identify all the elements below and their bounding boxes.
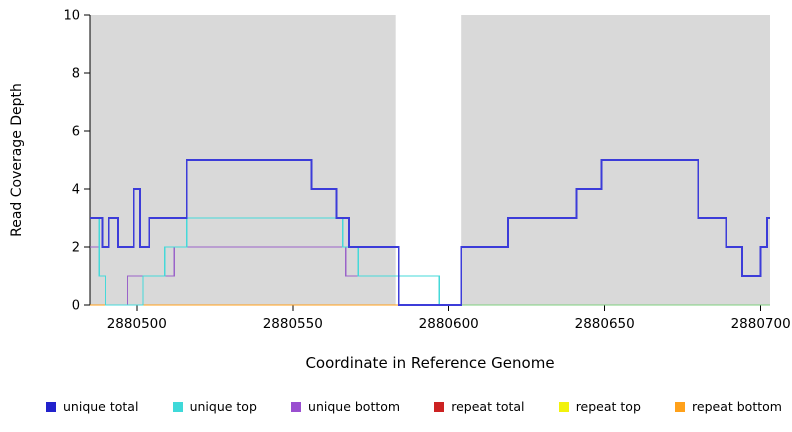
- x-tick-label: 2880700: [731, 316, 791, 332]
- legend-label-unique-total: unique total: [63, 399, 139, 414]
- x-axis-title: Coordinate in Reference Genome: [305, 354, 554, 372]
- legend-swatch-unique-bottom: [291, 401, 302, 412]
- y-tick-label: 8: [72, 67, 80, 82]
- x-tick-label: 2880650: [575, 316, 635, 332]
- x-tick-label: 2880500: [107, 316, 167, 332]
- y-tick-label: 0: [72, 299, 80, 314]
- legend-label-repeat-total: repeat total: [451, 399, 525, 414]
- series-line-unique-total: [90, 159, 770, 306]
- legend-item-unique-top: unique top: [172, 399, 257, 414]
- legend-swatch-repeat-total: [434, 401, 445, 412]
- legend-label-repeat-top: repeat top: [575, 399, 641, 414]
- legend-swatch-unique-total: [46, 401, 56, 412]
- y-tick-label: 4: [72, 183, 80, 198]
- y-tick-label: 2: [72, 241, 80, 256]
- series-line-unique-top: [90, 217, 462, 306]
- legend-swatch-repeat-top: [558, 401, 569, 412]
- legend-item-unique-bottom: unique bottom: [291, 399, 400, 414]
- y-tick-label: 6: [72, 125, 80, 140]
- legend-label-repeat-bottom: repeat bottom: [692, 399, 782, 414]
- legend-label-unique-bottom: unique bottom: [308, 399, 401, 414]
- legend: unique total unique top unique bottom re…: [46, 399, 782, 414]
- legend-swatch-unique-top: [172, 401, 183, 412]
- chart-canvas: 0 2 4 6 8 10 2880500 2880550 2880600 2880650 28807…: [9, 9, 791, 373]
- x-tick-label: 2880600: [419, 316, 479, 332]
- legend-swatch-repeat-bottom: [675, 401, 686, 412]
- legend-label-unique-top: unique top: [189, 399, 257, 414]
- x-tick-label: 2880550: [263, 316, 323, 332]
- legend-item-repeat-total: repeat total: [434, 399, 525, 414]
- legend-item-unique-total: unique total: [46, 399, 138, 414]
- legend-item-repeat-bottom: repeat bottom: [675, 399, 782, 414]
- legend-item-repeat-top: repeat top: [558, 399, 641, 414]
- y-axis-title: Read Coverage Depth: [9, 83, 25, 237]
- y-tick-label: 10: [63, 9, 80, 24]
